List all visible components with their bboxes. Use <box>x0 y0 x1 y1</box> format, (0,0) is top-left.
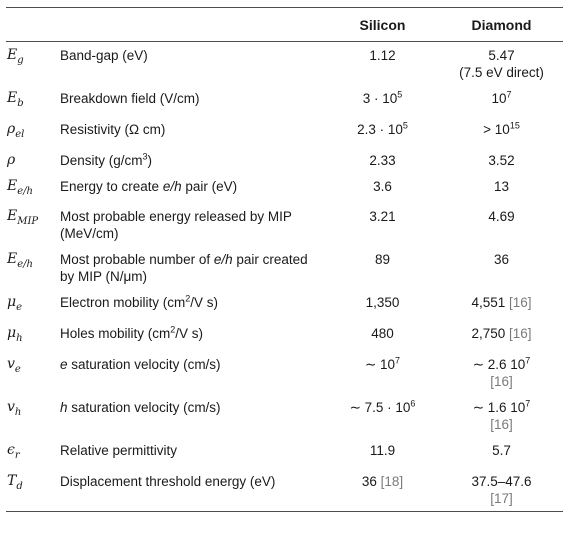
citation-link[interactable]: [16] <box>509 295 532 311</box>
symbol: ρ <box>7 151 16 168</box>
silicon-value: 3.21 <box>369 209 396 225</box>
diamond-value: > 1015 <box>483 120 520 137</box>
diamond-value: 5.7 <box>492 442 511 458</box>
table-row: Eg Band-gap (eV) 1.12 5.47 (7.5 eV direct… <box>6 42 563 86</box>
diamond-value: 13 <box>493 178 510 194</box>
property-name: e saturation velocity (cm/s) <box>60 356 221 372</box>
symbol: μh <box>7 325 23 344</box>
symbol: Eb <box>7 90 24 109</box>
table-row: μh Holes mobility (cm2/V s) 480 2,750 [1… <box>6 320 563 351</box>
property-name: Holes mobility (cm2/V s) <box>60 324 204 342</box>
table-row: EMIP Most probable energy released by MI… <box>6 203 563 246</box>
header-description-cell <box>60 8 325 42</box>
silicon-value: 1.12 <box>369 48 396 63</box>
citation-link[interactable]: [18] <box>380 473 404 489</box>
silicon-value: ∼ 7.5 · 106 <box>349 398 416 415</box>
silicon-value: 1,350 <box>365 295 400 311</box>
silicon-value: 480 <box>371 326 394 342</box>
header-diamond: Diamond <box>440 8 563 42</box>
header-symbol-cell <box>6 8 60 42</box>
diamond-value: 3.52 <box>488 152 515 168</box>
diamond-value: 2,750 [16] <box>471 326 532 342</box>
diamond-value: 5.47 (7.5 eV direct) <box>459 48 544 80</box>
diamond-value: 107 <box>491 89 512 106</box>
property-name: Band-gap (eV) <box>60 48 148 63</box>
silicon-value: 36 [18] <box>325 467 440 512</box>
silicon-value: 2.33 <box>369 152 396 168</box>
property-name: h saturation velocity (cm/s) <box>60 399 221 415</box>
symbol: ve <box>7 355 21 375</box>
material-properties-table: Silicon Diamond Eg Band-gap (eV) 1.12 5.… <box>6 7 563 512</box>
diamond-value-note: (7.5 eV direct) <box>459 65 544 80</box>
symbol: ρel <box>7 120 25 140</box>
diamond-value: 37.5–47.6 [17] <box>440 467 563 512</box>
table-row: ϵr Relative permittivity 11.9 5.7 <box>6 437 563 468</box>
silicon-value: 11.9 <box>369 442 396 458</box>
diamond-value: 36 <box>493 252 510 268</box>
header-silicon: Silicon <box>325 8 440 42</box>
table-row: Td Displacement threshold energy (eV) 36… <box>6 467 563 512</box>
symbol: μe <box>7 294 23 314</box>
silicon-value: 3.6 <box>373 178 392 194</box>
symbol: Eg <box>7 47 24 66</box>
property-name: Most probable number of e/h pair created… <box>60 252 308 285</box>
diamond-value: ∼ 1.6 107 [16] <box>472 398 531 432</box>
table-row: vh h saturation velocity (cm/s) ∼ 7.5 · … <box>6 394 563 437</box>
diamond-value: 4.69 <box>488 209 515 225</box>
property-name: Electron mobility (cm2/V s) <box>60 293 219 311</box>
property-name: Relative permittivity <box>60 442 178 458</box>
property-name: Energy to create e/h pair (eV) <box>60 178 238 194</box>
table-row: ve e saturation velocity (cm/s) ∼ 107 ∼ … <box>6 351 563 394</box>
diamond-value: ∼ 2.6 107 [16] <box>472 355 531 389</box>
table-row: μe Electron mobility (cm2/V s) 1,350 4,5… <box>6 289 563 320</box>
symbol: ϵr <box>7 441 20 461</box>
property-name: Displacement threshold energy (eV) <box>60 467 325 512</box>
silicon-value: 2.3 · 105 <box>357 120 408 137</box>
table-row: ρ Density (g/cm3) 2.33 3.52 <box>6 147 563 173</box>
table-header: Silicon Diamond <box>6 7 563 42</box>
property-name: Density (g/cm3) <box>60 151 153 168</box>
property-name: Breakdown field (V/cm) <box>60 91 200 106</box>
table-row: ρel Resistivity (Ω cm) 2.3 · 105 > 1015 <box>6 116 563 147</box>
silicon-value: 3 · 105 <box>362 89 403 106</box>
citation-link[interactable]: [17] <box>490 490 513 506</box>
property-name: Most probable energy released by MIP (Me… <box>60 209 292 242</box>
symbol: vh <box>7 398 22 418</box>
citation-link[interactable]: [16] <box>490 416 513 432</box>
diamond-value: 4,551 [16] <box>471 295 532 311</box>
citation-link[interactable]: [16] <box>509 326 532 342</box>
property-name: Resistivity (Ω cm) <box>60 121 166 137</box>
symbol: Ee/h <box>7 251 33 271</box>
table-row: Ee/h Most probable number of e/h pair cr… <box>6 246 563 289</box>
citation-link[interactable]: [16] <box>490 373 513 389</box>
silicon-value: ∼ 107 <box>364 355 401 372</box>
table-row: Ee/h Energy to create e/h pair (eV) 3.6 … <box>6 173 563 204</box>
symbol: Td <box>6 467 60 512</box>
silicon-value: 89 <box>374 252 391 268</box>
symbol: EMIP <box>7 208 39 228</box>
symbol: Ee/h <box>7 177 33 197</box>
table-row: Eb Breakdown field (V/cm) 3 · 105 107 <box>6 85 563 116</box>
